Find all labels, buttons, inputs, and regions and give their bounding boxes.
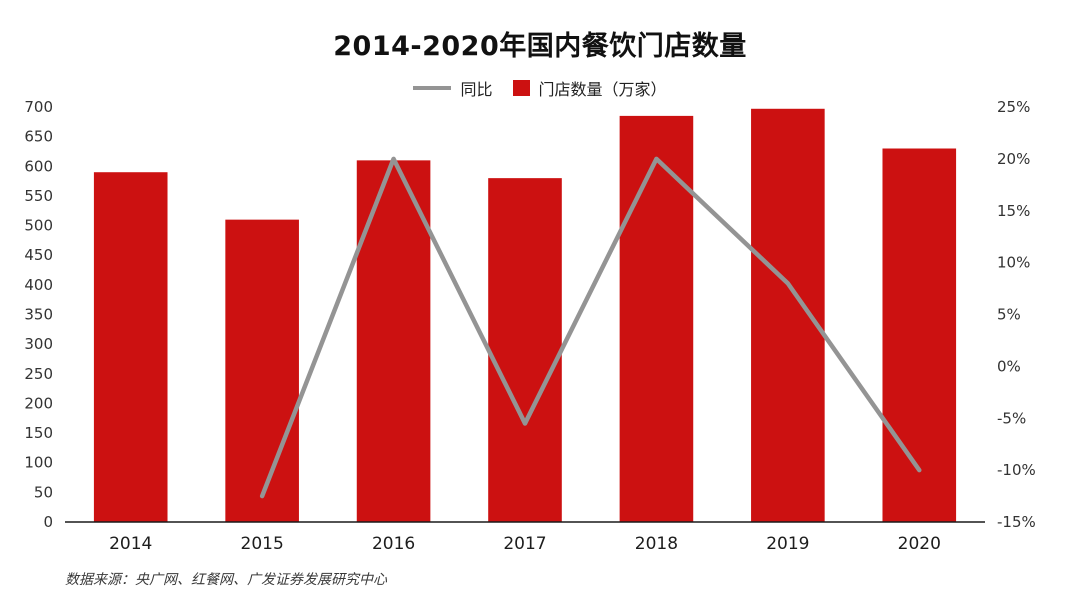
x-axis-label: 2017 — [503, 534, 546, 554]
legend-label-yoy: 同比 — [460, 80, 493, 99]
right-axis-tick-label: 10% — [997, 254, 1030, 272]
left-axis-tick-label: 700 — [24, 99, 53, 116]
right-axis-tick-label: 15% — [997, 202, 1030, 220]
bar-2019 — [751, 108, 825, 523]
right-axis-tick-label: 25% — [997, 99, 1030, 116]
left-axis-tick-label: 600 — [24, 157, 53, 175]
left-axis-tick-label: 550 — [24, 187, 53, 205]
left-axis-tick-label: 50 — [34, 483, 53, 501]
bar-2020 — [882, 148, 957, 522]
legend-label-stores: 门店数量（万家） — [538, 80, 667, 99]
combo-chart: 0 50 100 150 200 250 300 350 400 450 500 550 600 650 7… — [24, 99, 1036, 554]
bar-2018 — [619, 115, 694, 522]
right-axis-tick-label: -10% — [997, 461, 1036, 479]
x-axis-label: 2018 — [635, 534, 678, 554]
left-axis-tick-label: 350 — [24, 306, 53, 324]
left-axis-tick-label: 500 — [24, 217, 53, 235]
x-axis-label: 2020 — [898, 534, 941, 554]
left-axis-tick-label: 200 — [24, 394, 53, 412]
chart-title: 2014-2020年国内餐饮门店数量 — [333, 31, 747, 62]
source-note: 数据来源：央广网、红餐网、广发证券发展研究中心 — [65, 572, 387, 588]
bar-2017 — [488, 178, 562, 522]
left-axis-tick-label: 150 — [24, 424, 53, 442]
left-axis-tick-label: 650 — [24, 128, 53, 146]
right-axis-tick-label: 20% — [997, 150, 1030, 168]
x-axis-label: 2015 — [241, 534, 284, 554]
left-axis-tick-label: 300 — [24, 335, 53, 353]
left-axis-tick-label: 100 — [24, 454, 53, 472]
yoy-line — [259, 156, 922, 499]
legend-item-stores: 门店数量（万家） — [512, 76, 667, 100]
left-axis-tick-label: 400 — [24, 276, 53, 294]
line-swatch-icon — [413, 86, 452, 90]
right-axis-tick-label: 5% — [997, 306, 1021, 324]
left-axis-tick-label: 0 — [43, 513, 53, 531]
left-axis-tick-label: 250 — [24, 365, 53, 383]
x-axis-label: 2019 — [766, 534, 809, 554]
right-axis-tick-label: 0% — [997, 357, 1021, 375]
x-axis-label: 2016 — [372, 534, 415, 554]
x-axis-label: 2014 — [109, 534, 152, 554]
bar-2014 — [93, 172, 168, 522]
left-axis-tick-label: 450 — [24, 246, 53, 264]
bar-swatch-icon — [512, 80, 530, 96]
legend-item-yoy: 同比 — [413, 76, 493, 100]
bar-2015 — [225, 219, 299, 522]
chart-legend: 同比 门店数量（万家） — [0, 77, 1080, 99]
right-axis-tick-label: -5% — [997, 409, 1026, 427]
right-axis-tick-label: -15% — [997, 513, 1036, 531]
